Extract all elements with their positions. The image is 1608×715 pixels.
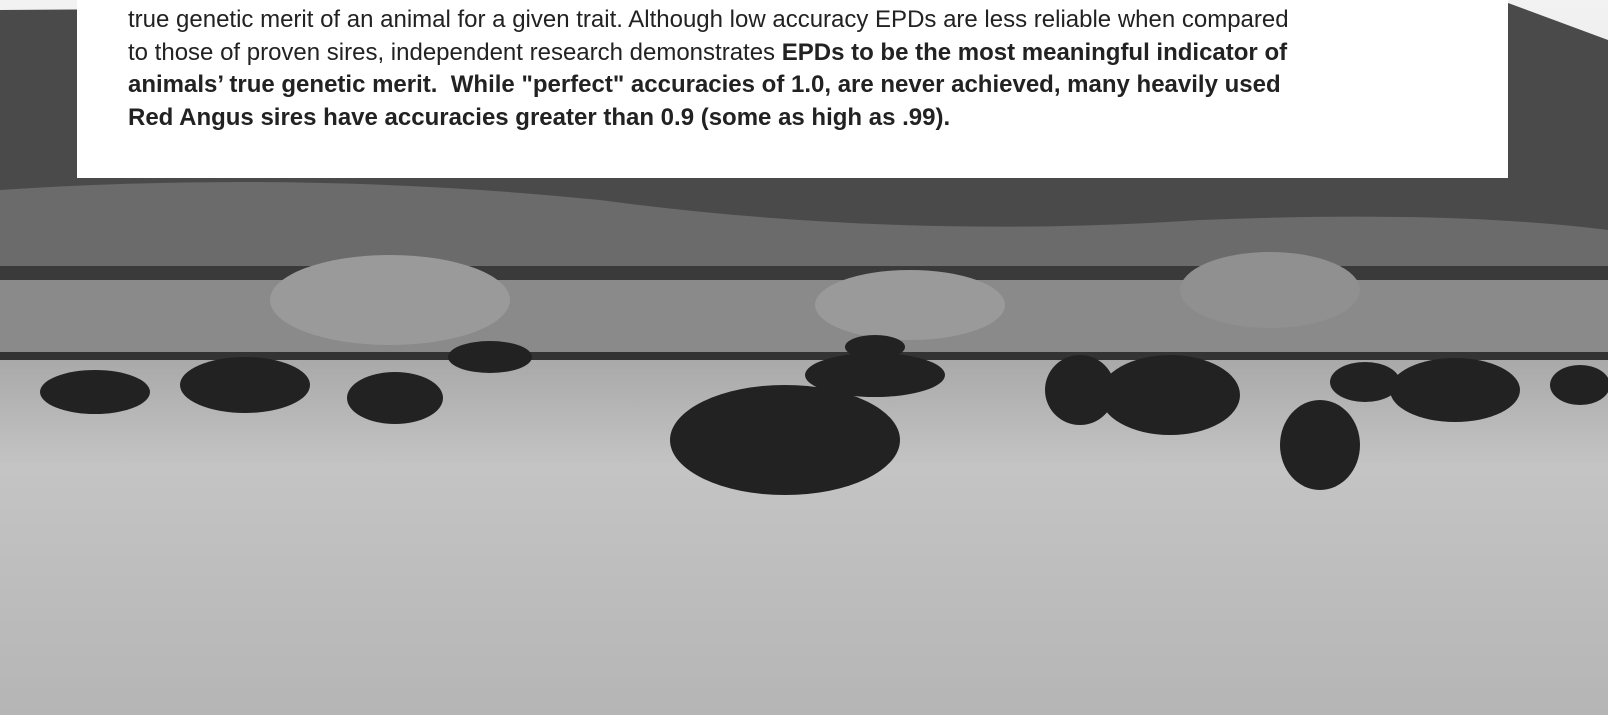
bold-text: animals’ true genetic merit. While "perf…: [128, 71, 1281, 98]
bold-text: Red Angus sires have accuracies greater …: [128, 104, 950, 131]
plain-text: true genetic merit of an animal for a gi…: [128, 6, 1289, 33]
bold-text: EPDs to be the most meaningful indicator…: [782, 39, 1287, 66]
text-box: true genetic merit of an animal for a gi…: [77, 0, 1508, 178]
text-line: to those of proven sires, independent re…: [128, 37, 1289, 70]
page: true genetic merit of an animal for a gi…: [0, 0, 1608, 715]
text-line: animals’ true genetic merit. While "perf…: [128, 69, 1289, 102]
plain-text: to those of proven sires, independent re…: [128, 39, 782, 66]
text-line: true genetic merit of an animal for a gi…: [128, 4, 1289, 37]
text-line: Red Angus sires have accuracies greater …: [128, 102, 1289, 135]
paragraph: true genetic merit of an animal for a gi…: [128, 4, 1289, 134]
